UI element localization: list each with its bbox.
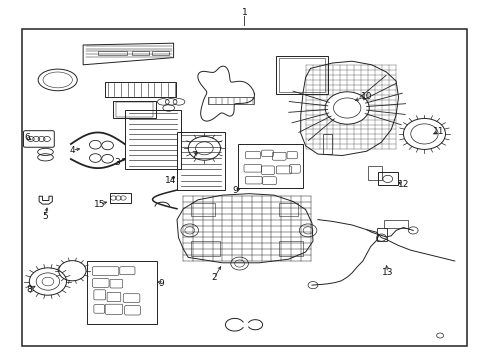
Circle shape bbox=[102, 154, 113, 163]
Text: 12: 12 bbox=[397, 180, 408, 189]
Bar bbox=[278, 58, 325, 92]
Text: 9: 9 bbox=[158, 279, 164, 288]
Text: 2: 2 bbox=[211, 274, 217, 282]
Text: 13: 13 bbox=[381, 269, 393, 277]
Bar bbox=[151, 51, 168, 55]
Text: 9: 9 bbox=[232, 186, 238, 195]
Bar bbox=[190, 203, 215, 216]
Bar bbox=[116, 102, 152, 117]
Text: 8: 8 bbox=[26, 285, 32, 294]
Bar bbox=[190, 241, 220, 256]
Bar bbox=[132, 51, 149, 55]
Bar bbox=[383, 220, 407, 228]
Bar bbox=[177, 132, 224, 190]
Circle shape bbox=[102, 141, 113, 150]
Text: 4: 4 bbox=[69, 145, 75, 155]
Circle shape bbox=[325, 92, 368, 124]
Bar bbox=[98, 51, 127, 55]
Text: 6: 6 bbox=[24, 133, 30, 142]
Bar bbox=[105, 82, 176, 97]
Text: 10: 10 bbox=[360, 91, 372, 100]
Text: 15: 15 bbox=[94, 200, 105, 209]
Bar bbox=[22, 29, 466, 346]
Bar bbox=[110, 193, 130, 203]
Text: 11: 11 bbox=[432, 127, 444, 136]
Bar bbox=[322, 134, 331, 154]
Bar bbox=[124, 110, 181, 169]
Bar bbox=[376, 228, 386, 241]
Bar bbox=[238, 144, 302, 188]
Bar bbox=[367, 166, 382, 180]
Bar bbox=[276, 56, 327, 94]
Text: 5: 5 bbox=[42, 212, 48, 221]
Bar bbox=[87, 261, 157, 324]
Bar bbox=[113, 101, 155, 118]
Bar bbox=[278, 203, 298, 216]
Bar bbox=[207, 97, 254, 104]
Text: 1: 1 bbox=[241, 8, 247, 17]
Circle shape bbox=[89, 140, 101, 149]
Bar bbox=[278, 241, 303, 256]
Circle shape bbox=[89, 154, 101, 162]
Text: 7: 7 bbox=[190, 151, 196, 160]
Bar bbox=[377, 172, 397, 185]
Text: 3: 3 bbox=[114, 158, 120, 167]
Text: 14: 14 bbox=[164, 176, 176, 185]
